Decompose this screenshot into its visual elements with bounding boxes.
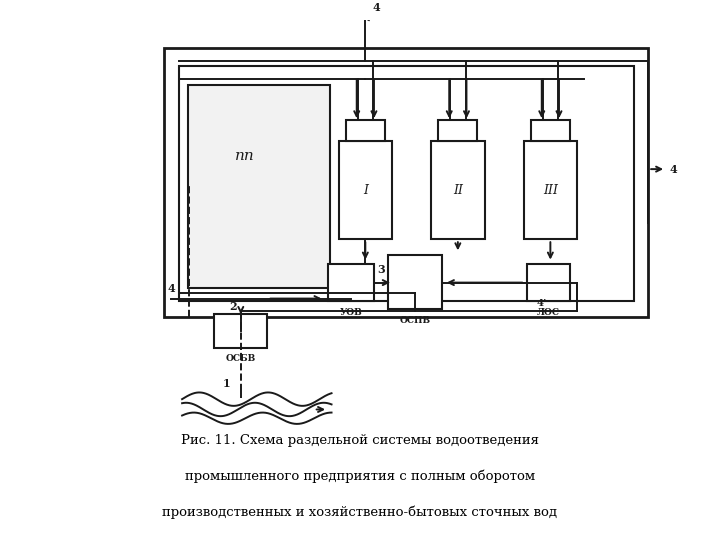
Bar [527, 264, 570, 301]
Text: 4: 4 [670, 164, 678, 174]
Text: УОВ: УОВ [340, 308, 362, 317]
Bar [328, 264, 374, 301]
Text: производственных и хозяйственно-бытовых сточных вод: производственных и хозяйственно-бытовых … [163, 506, 557, 519]
Bar [389, 255, 442, 309]
Text: 2: 2 [230, 301, 237, 312]
Text: пп: пп [235, 149, 255, 163]
Text: I: I [363, 184, 368, 197]
Text: промышленного предприятия с полным оборотом: промышленного предприятия с полным оборо… [185, 470, 535, 483]
Text: 4: 4 [372, 2, 380, 12]
Text: 1: 1 [222, 378, 230, 389]
Bar [188, 85, 330, 288]
Text: ОСБВ: ОСБВ [225, 354, 256, 363]
Bar [431, 141, 485, 239]
Bar [164, 49, 648, 316]
Text: Рис. 11. Схема раздельной системы водоотведения: Рис. 11. Схема раздельной системы водоот… [181, 434, 539, 447]
Bar [179, 66, 634, 301]
Text: 3: 3 [377, 264, 385, 275]
Bar [523, 141, 577, 239]
Text: ОСПВ: ОСПВ [400, 316, 431, 325]
Bar [346, 119, 385, 141]
Bar [214, 314, 268, 348]
Text: ЛОС: ЛОС [537, 308, 560, 317]
Bar [338, 141, 392, 239]
Text: 4: 4 [167, 283, 175, 294]
Bar [438, 119, 477, 141]
Bar [531, 119, 570, 141]
Text: III: III [543, 184, 558, 197]
Text: 4': 4' [536, 299, 546, 308]
Text: II: II [453, 184, 463, 197]
